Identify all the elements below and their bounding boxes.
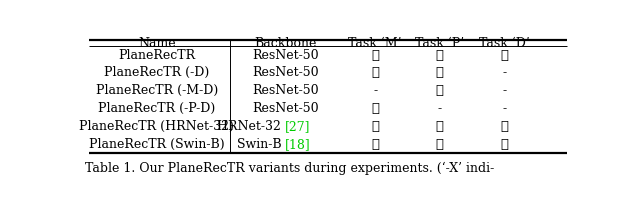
Text: HRNet-32 [27]: HRNet-32 [27]	[239, 120, 333, 133]
Text: ✓: ✓	[436, 120, 444, 133]
Text: Task ‘M’: Task ‘M’	[348, 37, 402, 50]
Text: ✓: ✓	[436, 138, 444, 151]
Text: PlaneRecTR (-M-D): PlaneRecTR (-M-D)	[96, 84, 218, 97]
Text: Swin-B: Swin-B	[237, 138, 285, 151]
Text: PlaneRecTR (-D): PlaneRecTR (-D)	[104, 66, 209, 79]
Text: Task ‘D’: Task ‘D’	[479, 37, 529, 50]
Text: Swin-B [18]: Swin-B [18]	[249, 138, 323, 151]
Text: Backbone: Backbone	[255, 37, 317, 50]
Text: HRNet-32: HRNet-32	[218, 120, 285, 133]
Text: ResNet-50: ResNet-50	[253, 49, 319, 61]
Text: -: -	[438, 102, 442, 115]
Text: ✓: ✓	[371, 66, 379, 79]
Text: ResNet-50: ResNet-50	[253, 102, 319, 115]
Text: PlaneRecTR (Swin-B): PlaneRecTR (Swin-B)	[89, 138, 225, 151]
Text: -: -	[502, 84, 506, 97]
Text: ✓: ✓	[436, 66, 444, 79]
Text: ✓: ✓	[436, 84, 444, 97]
Text: [18]: [18]	[285, 138, 311, 151]
Text: -: -	[373, 84, 377, 97]
Text: ResNet-50: ResNet-50	[253, 84, 319, 97]
Text: Task ‘P’: Task ‘P’	[415, 37, 464, 50]
Text: ✓: ✓	[371, 49, 379, 61]
Text: PlaneRecTR (-P-D): PlaneRecTR (-P-D)	[99, 102, 216, 115]
Text: ✓: ✓	[436, 49, 444, 61]
Text: -: -	[502, 102, 506, 115]
Text: [27]: [27]	[285, 120, 311, 133]
Text: -: -	[502, 66, 506, 79]
Text: PlaneRecTR (HRNet-32): PlaneRecTR (HRNet-32)	[79, 120, 234, 133]
Text: PlaneRecTR: PlaneRecTR	[118, 49, 195, 61]
Text: ✓: ✓	[371, 102, 379, 115]
Text: ✓: ✓	[500, 138, 508, 151]
Text: ✓: ✓	[500, 49, 508, 61]
Text: ✓: ✓	[371, 120, 379, 133]
Text: ResNet-50: ResNet-50	[253, 66, 319, 79]
Text: Table 1. Our PlaneRecTR variants during experiments. (‘-X’ indi-: Table 1. Our PlaneRecTR variants during …	[85, 161, 494, 175]
Text: Name: Name	[138, 37, 176, 50]
Text: ✓: ✓	[371, 138, 379, 151]
Text: ✓: ✓	[500, 120, 508, 133]
